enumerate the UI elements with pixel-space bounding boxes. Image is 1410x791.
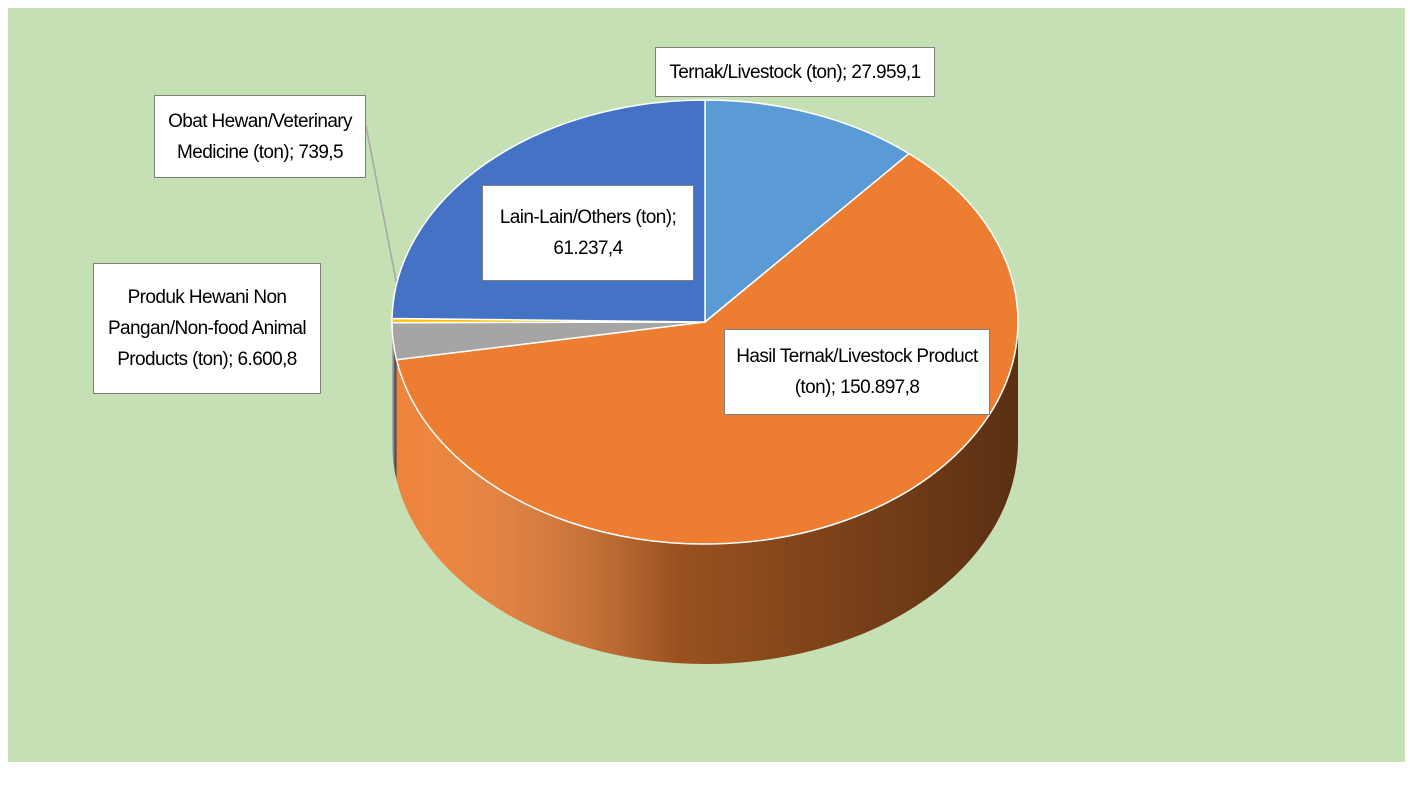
leader-line	[365, 125, 400, 297]
label-value: 6.600,8	[237, 349, 298, 370]
data-label: Produk Hewani Non Pangan/Non-food Animal…	[93, 263, 321, 394]
label-category: Ternak/Livestock (ton)	[669, 61, 843, 83]
label-category: Produk Hewani Non Pangan/Non-food Animal…	[107, 287, 307, 370]
label-category: Obat Hewan/Veterinary Medicine (ton)	[168, 110, 352, 163]
slice	[395, 152, 1019, 545]
data-label-text: Lain-Lain/Others (ton); 61.237,4	[489, 202, 687, 264]
label-separator: ;	[671, 207, 677, 228]
data-label: Hasil Ternak/Livestock Product (ton); 15…	[724, 329, 990, 415]
slice	[704, 99, 910, 323]
data-label-text: Ternak/Livestock (ton); 27.959,1	[669, 57, 921, 88]
label-category: Lain-Lain/Others (ton)	[499, 207, 672, 228]
label-value: 739,5	[298, 141, 343, 163]
label-category: Hasil Ternak/Livestock Product (ton)	[736, 346, 978, 398]
slice-side-shade	[392, 322, 397, 480]
label-value: 150.897,8	[840, 377, 920, 398]
label-value: 61.237,4	[553, 238, 623, 259]
label-value: 27.959,1	[851, 61, 921, 83]
label-separator: ;	[842, 61, 847, 83]
data-label: Lain-Lain/Others (ton); 61.237,4	[482, 185, 694, 281]
label-separator: ;	[289, 141, 294, 163]
data-label: Obat Hewan/Veterinary Medicine (ton); 73…	[154, 95, 366, 178]
slice-side-shade	[396, 322, 1018, 665]
data-label: Ternak/Livestock (ton); 27.959,1	[655, 47, 935, 97]
data-label-text: Produk Hewani Non Pangan/Non-food Animal…	[100, 282, 314, 375]
label-separator: ;	[830, 377, 836, 398]
data-label-text: Obat Hewan/Veterinary Medicine (ton); 73…	[161, 106, 359, 168]
label-separator: ;	[228, 349, 233, 370]
data-label-text: Hasil Ternak/Livestock Product (ton); 15…	[731, 341, 983, 403]
